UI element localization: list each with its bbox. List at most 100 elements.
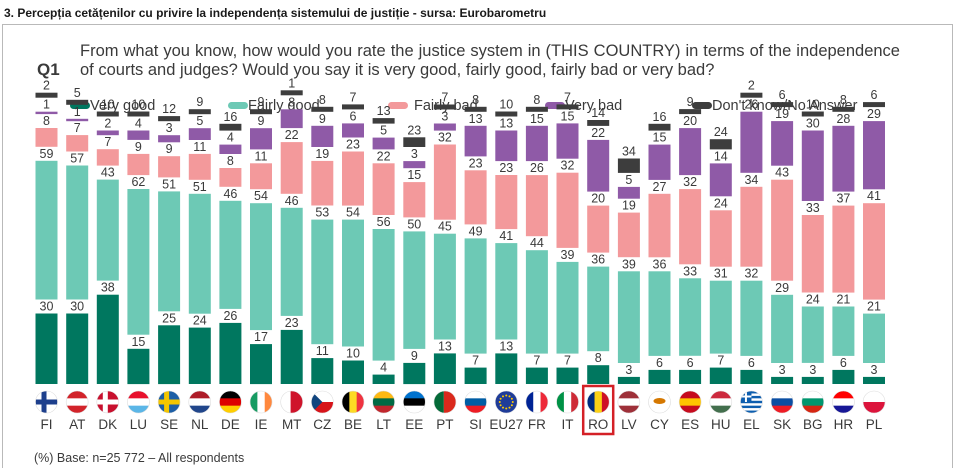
value-label-very-good-be: 10 bbox=[346, 347, 360, 361]
flag-icon-eu27 bbox=[494, 390, 518, 414]
value-label-fairly-good-el: 32 bbox=[744, 267, 758, 281]
value-label-don-t-know-no-answer-es: 9 bbox=[687, 95, 694, 109]
bar-very-bad-hr bbox=[832, 125, 855, 192]
legend-item-very-bad: Very bad bbox=[545, 98, 622, 118]
bar-don-t-know-no-answer-ie bbox=[250, 109, 272, 115]
bar-very-bad-nl bbox=[188, 128, 211, 140]
country-label-es: ES bbox=[681, 417, 699, 432]
country-label-be: BE bbox=[344, 417, 362, 432]
flag-icon-be bbox=[341, 390, 365, 414]
value-label-fairly-bad-ie: 11 bbox=[255, 149, 268, 163]
bar-don-t-know-no-answer-si bbox=[464, 106, 487, 112]
bar-very-bad-pt bbox=[433, 123, 456, 131]
bar-very-bad-cy bbox=[648, 144, 671, 180]
bar-very-bad-fi bbox=[35, 111, 58, 115]
country-label-lt: LT bbox=[376, 417, 391, 432]
value-label-fairly-good-mt: 46 bbox=[285, 194, 299, 208]
bar-group-hu: 7 31 24 14 24 bbox=[709, 125, 732, 384]
bar-group-it: 7 39 32 15 7 bbox=[556, 90, 579, 384]
bar-fairly-good-at bbox=[66, 165, 89, 300]
value-label-very-bad-ro: 22 bbox=[591, 126, 605, 140]
bar-very-good-cz bbox=[311, 358, 334, 384]
bar-don-t-know-no-answer-dk bbox=[96, 111, 119, 117]
bar-very-bad-se bbox=[158, 135, 181, 143]
value-label-don-t-know-no-answer-ee: 23 bbox=[407, 123, 421, 137]
country-label-mt: MT bbox=[282, 417, 302, 432]
bar-very-bad-el bbox=[740, 111, 763, 173]
bar-fairly-bad-lu bbox=[127, 153, 150, 176]
value-label-fairly-bad-mt: 22 bbox=[285, 128, 299, 142]
bar-group-pl: 3 21 41 29 6 bbox=[863, 88, 885, 384]
flag-icon-it bbox=[556, 390, 579, 414]
value-label-very-good-ee: 9 bbox=[411, 349, 418, 363]
value-label-fairly-good-eu27: 41 bbox=[499, 229, 513, 243]
bar-group-si: 7 49 23 13 8 bbox=[464, 93, 487, 384]
value-label-very-bad-de: 4 bbox=[227, 131, 234, 145]
bar-group-sk: 3 29 43 19 6 bbox=[771, 88, 794, 384]
bar-very-good-ro bbox=[587, 365, 610, 384]
legend-swatch-very-good bbox=[70, 101, 90, 109]
bar-very-good-lt bbox=[372, 374, 395, 384]
value-label-fairly-bad-pt: 32 bbox=[438, 131, 452, 145]
bar-fairly-good-hr bbox=[832, 306, 855, 356]
bar-very-bad-ie bbox=[250, 128, 272, 150]
value-label-very-good-hr: 6 bbox=[840, 356, 847, 370]
bar-don-t-know-no-answer-it bbox=[556, 104, 579, 110]
country-label-eu27: EU27 bbox=[489, 417, 523, 432]
value-label-very-good-cz: 11 bbox=[316, 344, 329, 358]
chart-frame bbox=[2, 24, 953, 468]
country-label-sk: SK bbox=[773, 417, 791, 432]
bar-fairly-good-ro bbox=[587, 266, 610, 352]
value-label-fairly-good-fr: 44 bbox=[530, 236, 544, 250]
bar-very-bad-pl bbox=[863, 121, 885, 190]
value-label-don-t-know-no-answer-lt: 13 bbox=[377, 104, 391, 118]
value-label-very-bad-mt: 8 bbox=[288, 95, 295, 109]
value-label-don-t-know-no-answer-cy: 16 bbox=[653, 110, 667, 124]
bar-fairly-good-el bbox=[740, 280, 763, 356]
value-label-very-bad-lu: 4 bbox=[135, 117, 142, 131]
country-label-hu: HU bbox=[711, 417, 731, 432]
value-label-fairly-good-de: 46 bbox=[223, 187, 237, 201]
bar-very-bad-at bbox=[66, 118, 89, 122]
legend-swatch-dont-know bbox=[692, 101, 712, 109]
value-label-very-bad-eu27: 13 bbox=[499, 117, 513, 131]
value-label-very-bad-el: 26 bbox=[744, 98, 758, 112]
value-label-very-good-fi: 30 bbox=[40, 300, 54, 314]
value-label-very-bad-es: 20 bbox=[683, 114, 697, 128]
value-label-very-bad-fi: 1 bbox=[43, 98, 50, 112]
value-label-very-good-lt: 4 bbox=[380, 361, 387, 375]
bar-group-hr: 6 21 37 28 8 bbox=[832, 93, 855, 384]
bar-group-ro: 8 36 20 22 14 bbox=[587, 106, 610, 384]
flag-icon-pt bbox=[433, 390, 457, 414]
bar-fairly-bad-si bbox=[464, 170, 487, 225]
bar-very-bad-eu27 bbox=[495, 130, 518, 162]
bar-group-ie: 17 54 11 9 9 bbox=[250, 95, 272, 385]
bar-fairly-bad-it bbox=[556, 172, 579, 248]
value-label-very-bad-pt: 3 bbox=[441, 110, 448, 124]
value-label-don-t-know-no-answer-pl: 6 bbox=[871, 88, 878, 102]
flag-icon-at bbox=[65, 390, 89, 414]
country-label-it: IT bbox=[562, 417, 574, 432]
flag-icon-dk bbox=[96, 390, 120, 414]
bar-very-good-si bbox=[464, 367, 487, 384]
value-label-fairly-good-lt: 56 bbox=[377, 215, 391, 229]
value-label-don-t-know-no-answer-sk: 6 bbox=[779, 88, 786, 102]
bar-fairly-good-hu bbox=[709, 280, 732, 354]
bar-fairly-bad-mt bbox=[280, 142, 303, 194]
bar-group-nl: 24 51 11 5 9 bbox=[188, 95, 211, 384]
country-label-el: EL bbox=[743, 417, 760, 432]
bar-fairly-bad-hr bbox=[832, 205, 855, 293]
value-label-fairly-bad-eu27: 23 bbox=[499, 161, 513, 175]
bar-don-t-know-no-answer-hu bbox=[709, 139, 732, 150]
bar-fairly-good-cy bbox=[648, 271, 671, 356]
bar-fairly-good-fi bbox=[35, 160, 58, 300]
bar-very-good-mt bbox=[280, 329, 303, 384]
flag-icon-de bbox=[219, 390, 242, 414]
bar-don-t-know-no-answer-ro bbox=[587, 120, 610, 126]
country-label-ee: EE bbox=[405, 417, 423, 432]
country-label-ie: IE bbox=[255, 417, 268, 432]
flag-icon-hr bbox=[832, 390, 855, 414]
value-label-very-good-bg: 3 bbox=[809, 363, 816, 377]
bar-don-t-know-no-answer-es bbox=[679, 109, 702, 115]
